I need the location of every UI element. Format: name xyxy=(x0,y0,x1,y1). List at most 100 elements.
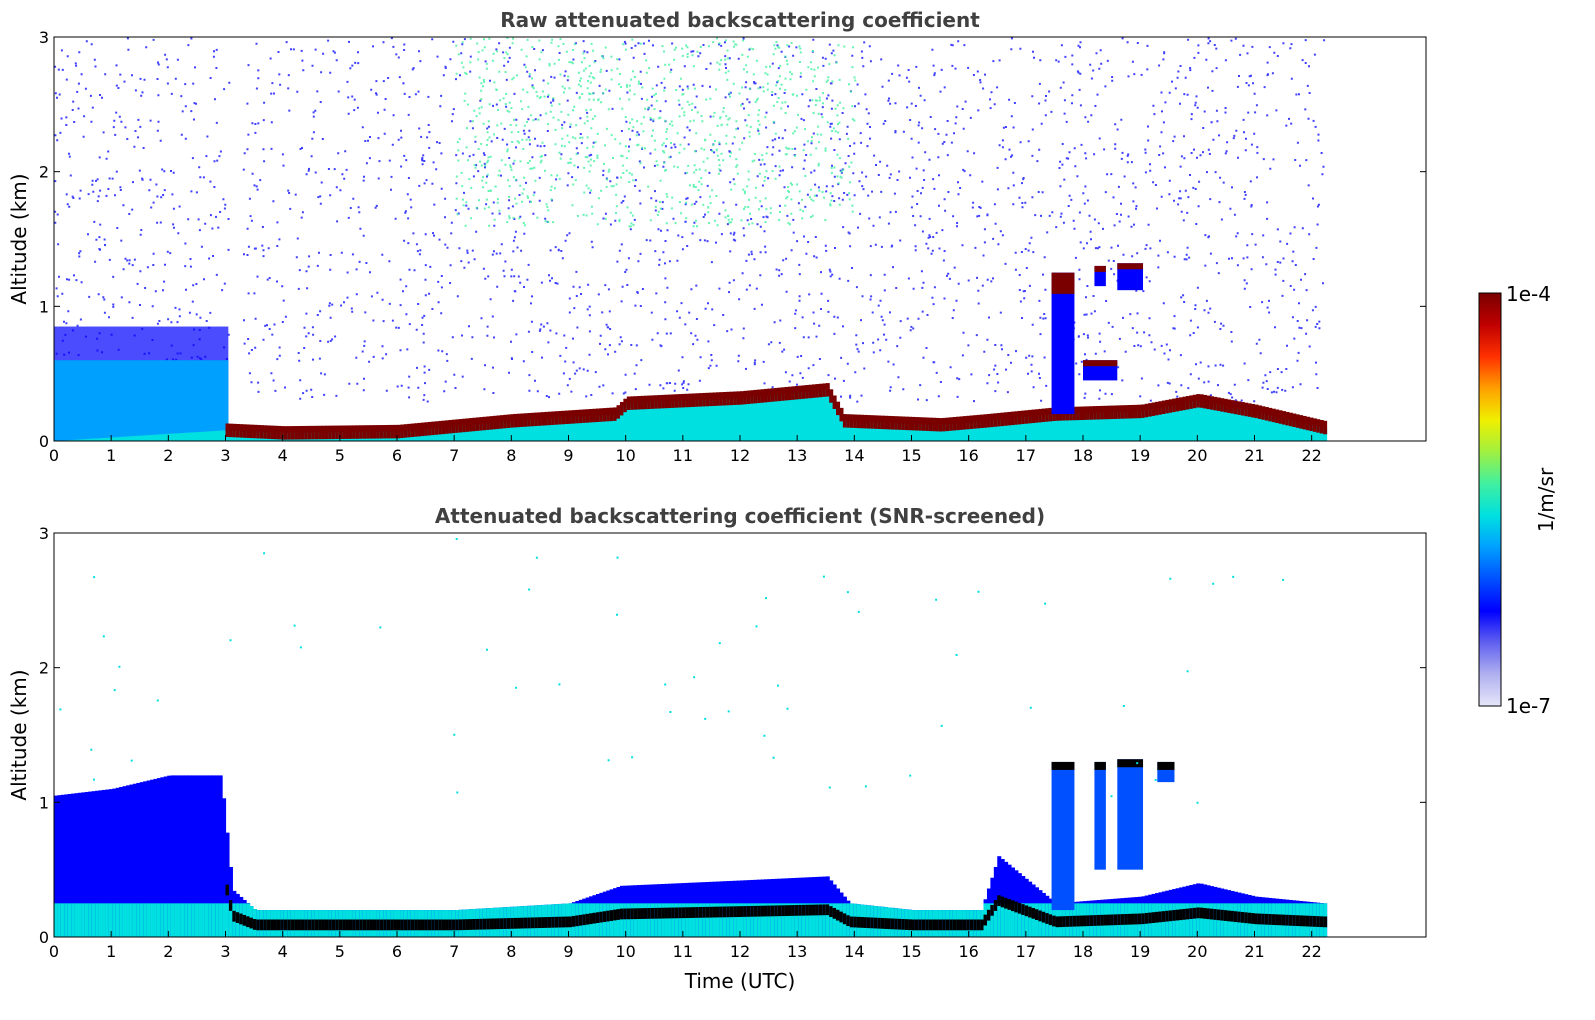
bl-column xyxy=(204,431,209,441)
screened-lower xyxy=(91,903,96,937)
bl-column xyxy=(1124,411,1129,441)
screened-core xyxy=(599,911,604,923)
screened-core xyxy=(818,904,823,916)
screened-core xyxy=(1323,916,1328,928)
screened-lower xyxy=(808,903,813,937)
screened-lower xyxy=(650,903,655,937)
bl-column xyxy=(1096,412,1101,441)
screened-lower xyxy=(115,903,120,937)
bl-column xyxy=(959,423,964,441)
bl-top-band xyxy=(355,425,360,439)
screened-lower xyxy=(1010,903,1015,937)
screened-column xyxy=(64,794,69,937)
bl-top-band xyxy=(1203,394,1208,409)
screened-core xyxy=(510,918,515,929)
screened-core xyxy=(866,917,871,929)
screened-core xyxy=(750,905,755,917)
screened-core xyxy=(949,919,954,931)
bl-column xyxy=(448,426,453,441)
screened-column xyxy=(170,775,175,937)
bl-column xyxy=(1196,400,1201,441)
bl-column xyxy=(445,427,450,441)
screened-core xyxy=(969,919,974,931)
x-tick-label: 5 xyxy=(335,446,345,465)
screened-column xyxy=(102,789,107,937)
bl-column xyxy=(781,394,786,441)
x-tick-label: 21 xyxy=(1244,446,1264,465)
bl-top-band xyxy=(1137,404,1142,419)
screened-lower xyxy=(671,903,676,937)
screened-column xyxy=(222,798,227,937)
bl-top-band xyxy=(421,422,426,437)
screened-lower xyxy=(822,903,827,937)
screened-core xyxy=(592,912,597,924)
bl-top-band xyxy=(1281,411,1286,425)
bl-column xyxy=(1141,411,1146,441)
bl-top-band xyxy=(424,422,429,436)
bl-top-band xyxy=(1233,400,1238,415)
screened-lower xyxy=(702,903,707,937)
bl-top-band xyxy=(856,414,861,429)
bl-top-band xyxy=(383,425,388,439)
screened-column xyxy=(115,787,120,937)
bl-top-band xyxy=(619,401,624,416)
bl-column xyxy=(1079,413,1084,441)
bl-column xyxy=(911,423,916,441)
screened-core xyxy=(276,919,281,931)
bl-top-band xyxy=(623,398,628,413)
screened-lower xyxy=(1017,903,1022,937)
bl-top-band xyxy=(372,425,378,439)
bl-column xyxy=(702,399,707,441)
bl-top-band xyxy=(774,387,779,402)
screened-lower xyxy=(740,903,745,937)
screened-core xyxy=(1021,904,1026,915)
bl-column xyxy=(681,400,686,441)
bl-top-band xyxy=(1041,408,1046,423)
bl-top-band xyxy=(698,393,703,407)
bl-column xyxy=(184,432,189,441)
bl-top-band xyxy=(1083,406,1088,420)
screened-core xyxy=(1144,912,1149,924)
screened-lower xyxy=(1203,903,1208,937)
bl-column xyxy=(1021,417,1026,441)
x-tick-label: 7 xyxy=(449,446,459,465)
screened-core xyxy=(757,905,762,917)
bl-column xyxy=(599,415,604,441)
screened-core xyxy=(513,917,518,929)
screened-core xyxy=(561,916,566,928)
screened-lower xyxy=(1031,903,1036,937)
screened-lower xyxy=(1213,903,1218,937)
bl-top-band xyxy=(1271,408,1276,423)
screened-core xyxy=(973,919,978,931)
bl-top-band xyxy=(630,396,635,410)
screened-core xyxy=(458,919,463,931)
screened-lower xyxy=(794,903,799,937)
bl-top-band xyxy=(894,416,899,430)
screened-cloud-top xyxy=(1094,761,1106,770)
screened-core xyxy=(661,907,666,919)
bl-column xyxy=(122,436,127,441)
screened-column xyxy=(108,789,113,937)
screened-core xyxy=(1305,915,1310,927)
screened-lower xyxy=(180,903,185,937)
bl-column xyxy=(537,419,542,441)
panel-screened: Attenuated backscattering coefficient (S… xyxy=(7,504,1427,993)
bl-column xyxy=(1010,418,1015,441)
screened-core xyxy=(465,919,470,930)
bl-column xyxy=(842,420,847,441)
screened-core xyxy=(1261,913,1266,925)
bl-top-band xyxy=(637,396,642,410)
y-tick-label: 1 xyxy=(39,297,49,316)
panel-raw-ylabel: Altitude (km) xyxy=(7,173,31,304)
bl-column xyxy=(1278,417,1283,441)
bl-column xyxy=(736,398,741,441)
bl-column xyxy=(925,424,930,441)
bl-column xyxy=(1093,412,1098,441)
screened-core xyxy=(407,919,412,931)
screened-core xyxy=(527,917,532,929)
screened-core xyxy=(499,918,504,930)
bl-top-band xyxy=(962,416,967,430)
bl-column xyxy=(1083,413,1088,441)
screened-core xyxy=(551,916,556,928)
screened-lower xyxy=(1199,903,1204,937)
